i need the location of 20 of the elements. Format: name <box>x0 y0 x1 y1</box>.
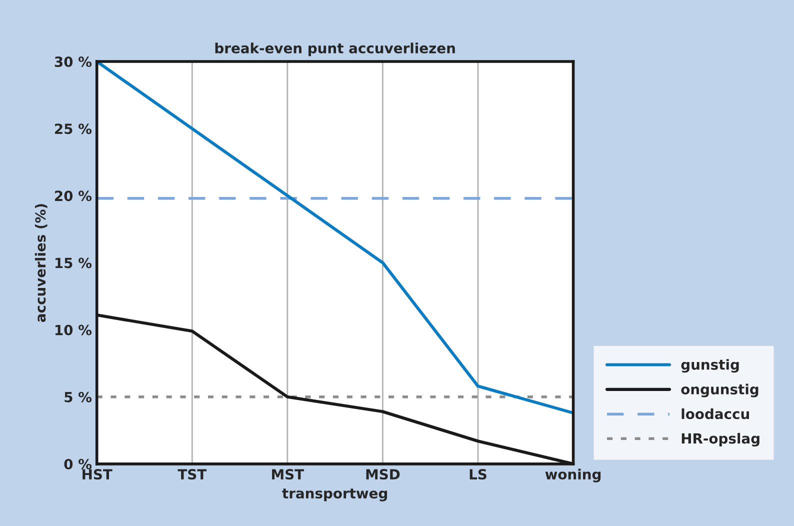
y-tick-label: 0 % <box>64 458 92 470</box>
legend-label: gunstig <box>681 359 739 373</box>
x-axis-title: transportweg <box>282 488 387 502</box>
y-tick-label: 5 % <box>64 392 92 402</box>
y-tick-label: 25 % <box>55 124 92 134</box>
x-tick-label: woning <box>545 468 601 482</box>
legend-label: ongunstig <box>681 384 758 398</box>
x-tick-label: MST <box>272 469 304 480</box>
x-tick-label: HST <box>82 469 112 480</box>
chart-title: break-even punt accuverliezen <box>215 42 455 56</box>
y-tick-label: 20 % <box>55 190 92 202</box>
legend-label: HR-opslag <box>682 432 760 446</box>
y-tick-label: 10 % <box>55 324 92 336</box>
x-tick-label: MSD <box>366 469 400 480</box>
y-axis-title: accuverlies (%) <box>34 204 48 322</box>
legend-label: loodaccu <box>682 408 749 420</box>
x-tick-label: TST <box>178 469 207 480</box>
y-tick-label: 15 % <box>55 258 92 268</box>
y-tick-label: 30 % <box>54 56 92 68</box>
x-tick-label: LS <box>470 469 486 480</box>
